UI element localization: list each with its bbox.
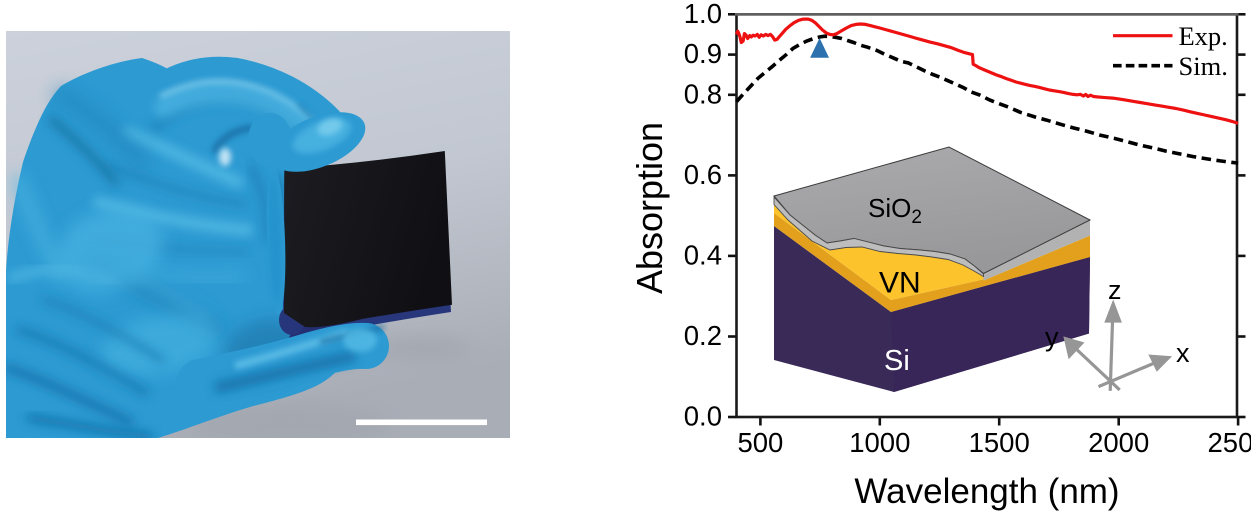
svg-text:Absorption: Absorption <box>629 122 670 294</box>
svg-text:Sim.: Sim. <box>1179 51 1228 81</box>
svg-text:VN: VN <box>879 267 921 300</box>
svg-text:x: x <box>1176 338 1190 368</box>
svg-text:1500: 1500 <box>969 427 1030 458</box>
svg-text:2500: 2500 <box>1208 427 1251 458</box>
svg-text:0.9: 0.9 <box>684 38 722 69</box>
svg-text:0.0: 0.0 <box>684 401 722 432</box>
svg-text:0.2: 0.2 <box>684 320 722 351</box>
svg-text:Wavelength (nm): Wavelength (nm) <box>854 472 1119 511</box>
svg-text:z: z <box>1108 275 1122 305</box>
svg-text:1.0: 1.0 <box>684 0 722 29</box>
svg-text:0.8: 0.8 <box>684 78 722 109</box>
svg-text:0.4: 0.4 <box>684 240 722 271</box>
svg-text:Exp.: Exp. <box>1179 21 1228 51</box>
svg-text:2000: 2000 <box>1088 427 1149 458</box>
svg-text:1000: 1000 <box>849 427 910 458</box>
svg-text:0.6: 0.6 <box>684 159 722 190</box>
svg-text:500: 500 <box>737 427 783 458</box>
svg-text:Si: Si <box>884 345 910 377</box>
svg-text:y: y <box>1045 322 1059 352</box>
